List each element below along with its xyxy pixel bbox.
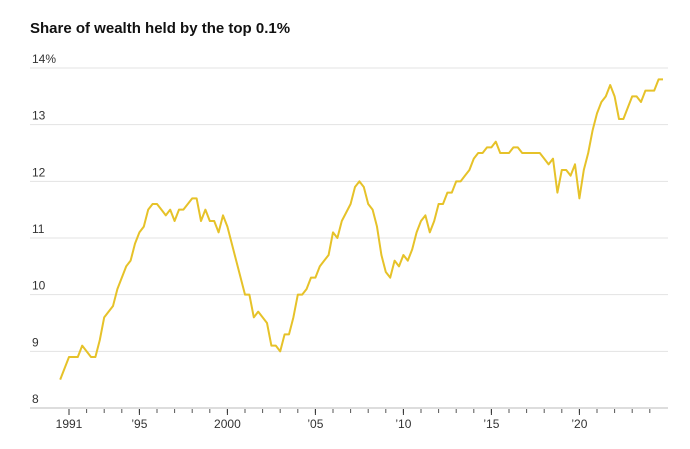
y-tick-label: 8 (32, 392, 39, 406)
x-tick-label: ’20 (571, 417, 587, 431)
x-tick-label: ’05 (307, 417, 323, 431)
y-tick-label: 12 (32, 165, 46, 179)
x-tick-label: 2000 (214, 417, 241, 431)
x-tick-label: ’10 (395, 417, 411, 431)
chart-title: Share of wealth held by the top 0.1% (30, 20, 290, 37)
x-tick-label: ’95 (131, 417, 147, 431)
y-tick-label: 13 (32, 109, 46, 123)
y-tick-label: 10 (32, 279, 46, 293)
x-tick-label: ’15 (483, 417, 499, 431)
data-line (59, 78, 663, 381)
y-tick-label: 11 (32, 222, 45, 236)
y-tick-label: 14% (32, 52, 56, 66)
x-tick-label: 1991 (56, 417, 83, 431)
y-tick-label: 9 (32, 335, 39, 349)
